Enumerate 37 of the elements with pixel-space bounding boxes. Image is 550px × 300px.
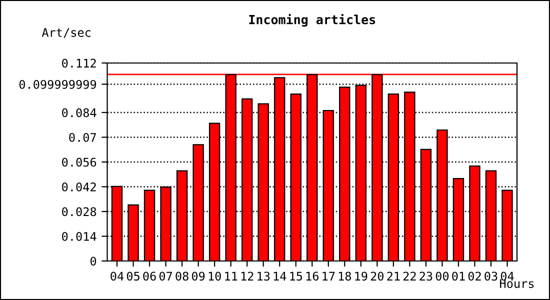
y-tick-label: 0.084 — [62, 108, 96, 118]
x-tick-label: 23 — [420, 272, 432, 281]
y-tick-label: 0 — [90, 256, 96, 266]
x-tick-label: 11 — [225, 272, 238, 280]
x-tick-label: 10 — [208, 272, 221, 281]
x-tick-label: 15 — [290, 272, 302, 281]
x-tick-label: 20 — [370, 272, 384, 281]
x-tick-label: 12 — [241, 272, 254, 280]
x-tick-label: 06 — [143, 272, 156, 281]
x-tick-label: 00 — [436, 272, 449, 281]
x-tick-label: 18 — [338, 272, 351, 281]
x-tick-label: 21 — [387, 272, 400, 280]
x-tick-label: 02 — [468, 272, 481, 281]
x-tick-label: 22 — [403, 272, 416, 280]
x-tick-label: 04 — [500, 272, 514, 281]
y-tick-label: 0.112 — [62, 58, 96, 68]
y-tick-label: 0.056 — [62, 158, 96, 167]
y-axis-title: Art/sec — [42, 28, 90, 38]
x-tick-label: 17 — [322, 272, 335, 280]
x-tick-label: 04 — [110, 272, 124, 281]
y-tick-label: 0.028 — [62, 207, 96, 216]
x-tick-label: 01 — [452, 272, 465, 281]
y-tick-label: 0.07 — [69, 133, 96, 142]
x-tick-label: 14 — [274, 272, 286, 280]
x-axis-title: Hours — [500, 279, 534, 288]
y-tick-label: 0.042 — [62, 182, 96, 192]
chart-title: Incoming articles — [249, 14, 376, 27]
y-tick-label: 0.099999999 — [19, 80, 96, 89]
x-tick-label: 03 — [484, 272, 498, 281]
y-tick-label: 0.014 — [62, 232, 96, 241]
x-tick-label: 09 — [192, 272, 205, 281]
x-tick-label: 07 — [159, 272, 172, 281]
x-tick-label: 19 — [355, 272, 368, 281]
x-tick-label: 16 — [306, 272, 318, 281]
x-tick-label: 05 — [126, 272, 140, 281]
x-tick-label: 08 — [176, 272, 188, 281]
x-tick-label: 13 — [258, 272, 270, 281]
